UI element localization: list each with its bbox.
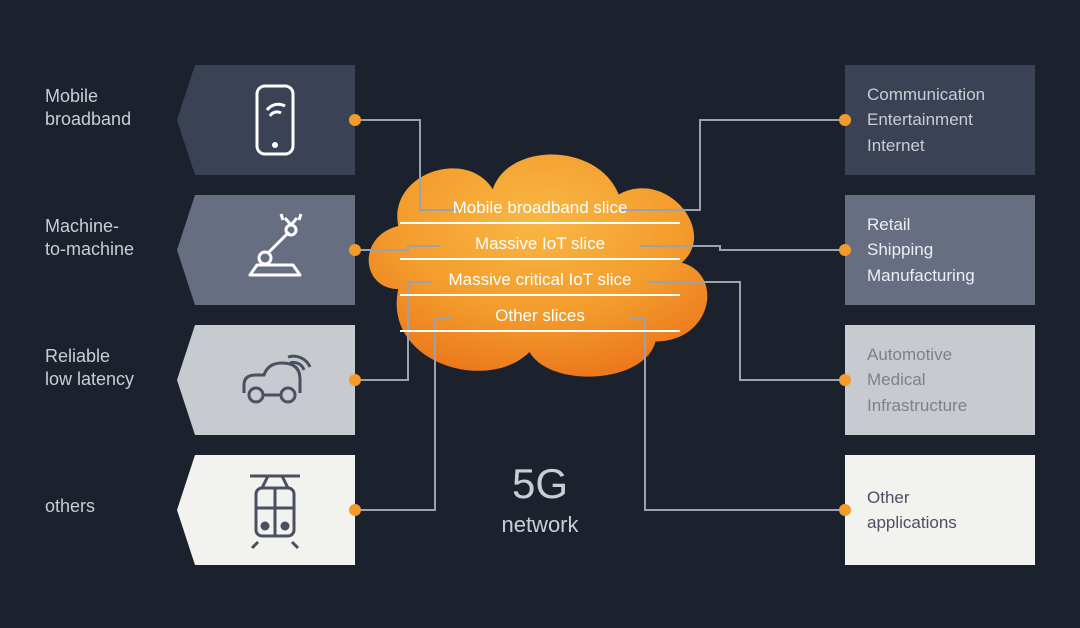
- right-box-line: Infrastructure: [867, 393, 1035, 419]
- phone-icon: [245, 80, 305, 160]
- right-box-line: Entertainment: [867, 107, 1035, 133]
- left-box-low-latency: [195, 325, 355, 435]
- right-box-line: Medical: [867, 367, 1035, 393]
- slice-divider: [400, 294, 680, 296]
- connector-dot: [349, 114, 361, 126]
- right-box-retail: Retail Shipping Manufacturing: [845, 195, 1035, 305]
- right-box-line: Automotive: [867, 342, 1035, 368]
- left-box-notch: [177, 65, 195, 175]
- right-box-automotive: Automotive Medical Infrastructure: [845, 325, 1035, 435]
- right-box-line: Other: [867, 485, 1035, 511]
- right-box-line: Communication: [867, 82, 1035, 108]
- left-box-others: [195, 455, 355, 565]
- connector-dot: [349, 374, 361, 386]
- left-box-mobile-broadband: .lb0::after{border-left:18px solid #3b42…: [195, 65, 355, 175]
- center-title-sub: network: [440, 512, 640, 538]
- right-box-line: Internet: [867, 133, 1035, 159]
- slice-label: Other slices: [410, 306, 670, 326]
- connector-dot: [349, 244, 361, 256]
- diagram-canvas: Mobile broadband slice Massive IoT slice…: [0, 0, 1080, 628]
- slice-label: Mobile broadband slice: [410, 198, 670, 218]
- left-label-others: others: [45, 495, 185, 518]
- connector-dot: [839, 244, 851, 256]
- robot-arm-icon: [235, 210, 315, 290]
- left-box-notch: [177, 195, 195, 305]
- slice-divider: [400, 258, 680, 260]
- connector-dot: [839, 504, 851, 516]
- left-label-m2m: Machine-to-machine: [45, 215, 185, 262]
- left-box-notch: [177, 325, 195, 435]
- connector-dot: [839, 374, 851, 386]
- slice-label: Massive critical IoT slice: [410, 270, 670, 290]
- slice-label: Massive IoT slice: [410, 234, 670, 254]
- right-box-line: applications: [867, 510, 1035, 536]
- right-box-line: Shipping: [867, 237, 1035, 263]
- car-icon: [230, 345, 320, 415]
- left-label-low-latency: Reliablelow latency: [45, 345, 185, 392]
- connector-dot: [349, 504, 361, 516]
- right-box-other-apps: Other applications: [845, 455, 1035, 565]
- center-title-main: 5G: [440, 460, 640, 508]
- right-box-line: Manufacturing: [867, 263, 1035, 289]
- center-title: 5G network: [440, 460, 640, 538]
- right-box-line: Retail: [867, 212, 1035, 238]
- slice-divider: [400, 330, 680, 332]
- right-box-communication: Communication Entertainment Internet: [845, 65, 1035, 175]
- connector-dot: [839, 114, 851, 126]
- left-box-notch: [177, 455, 195, 565]
- slice-divider: [400, 222, 680, 224]
- left-box-m2m: [195, 195, 355, 305]
- cloud-icon: [369, 154, 708, 376]
- left-label-mobile-broadband: Mobilebroadband: [45, 85, 185, 132]
- tram-icon: [240, 468, 310, 553]
